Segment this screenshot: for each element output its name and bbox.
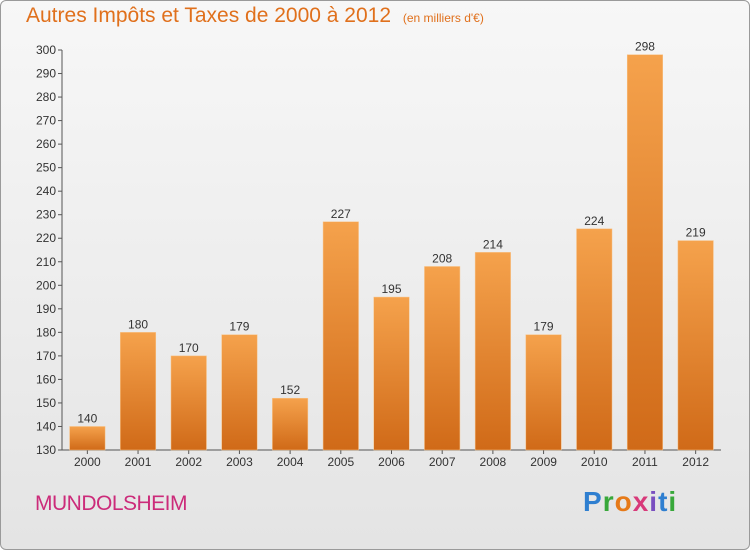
value-label: 140 — [77, 411, 97, 425]
bar-2002 — [170, 355, 207, 451]
x-tick-label: 2005 — [327, 455, 354, 469]
y-tick-label: 220 — [36, 231, 56, 245]
bar-2000 — [69, 426, 106, 451]
x-tick-label: 2000 — [74, 455, 101, 469]
y-tick-label: 260 — [36, 137, 56, 151]
bar-2011 — [626, 54, 663, 451]
bar-2009 — [525, 334, 562, 451]
y-tick-label: 190 — [36, 302, 56, 316]
x-tick-label: 2003 — [226, 455, 253, 469]
proxiti-logo: Proxiti — [583, 486, 678, 517]
y-tick-label: 250 — [36, 161, 56, 175]
x-axis: 2000 2001 2002 2003 2004 2005 2006 2007 2008 2009… — [62, 449, 721, 469]
y-tick-label: 180 — [36, 325, 56, 339]
x-tick-label: 2001 — [125, 455, 152, 469]
bar-2001 — [120, 332, 157, 451]
y-tick-label: 280 — [36, 90, 56, 104]
y-tick-label: 140 — [36, 419, 56, 433]
bar-2007 — [424, 266, 461, 451]
x-tick-label: 2008 — [480, 455, 507, 469]
x-tick-label: 2004 — [277, 455, 304, 469]
y-tick-label: 160 — [36, 372, 56, 386]
value-label: 179 — [534, 320, 554, 334]
value-label: 180 — [128, 317, 148, 331]
chart-unit: (en milliers d'€) — [402, 11, 484, 25]
y-tick-label: 290 — [36, 67, 56, 81]
y-tick-label: 270 — [36, 114, 56, 128]
chart-title: Autres Impôts et Taxes de 2000 à 2012 (e… — [26, 4, 484, 28]
value-label: 152 — [280, 383, 300, 397]
x-tick-label: 2002 — [175, 455, 202, 469]
x-tick-label: 2010 — [581, 455, 608, 469]
value-label: 214 — [483, 237, 503, 251]
bar-2012 — [677, 240, 714, 451]
x-tick-label: 2006 — [378, 455, 405, 469]
bar-2008 — [474, 252, 511, 451]
value-label: 227 — [331, 207, 351, 221]
y-tick-label: 150 — [36, 396, 56, 410]
y-tick-label: 240 — [36, 184, 56, 198]
value-label: 298 — [635, 40, 655, 54]
bar-2003 — [221, 334, 258, 451]
bar-2006 — [373, 296, 410, 451]
bars — [69, 54, 714, 451]
value-label: 179 — [229, 320, 249, 334]
y-tick-label: 300 — [36, 43, 56, 57]
x-tick-label: 2009 — [530, 455, 557, 469]
value-label: 224 — [584, 214, 604, 228]
y-axis: 130 140 150 160 170 180 190 200 210 220 230 240 250 2… — [36, 43, 63, 457]
value-label: 219 — [686, 226, 706, 240]
chart-title-text: Autres Impôts et Taxes de 2000 à 2012 — [26, 4, 392, 27]
y-tick-label: 230 — [36, 208, 56, 222]
x-tick-label: 2011 — [632, 455, 658, 469]
x-tick-label: 2012 — [682, 455, 709, 469]
value-label: 195 — [381, 282, 401, 296]
value-label: 208 — [432, 251, 452, 265]
y-tick-label: 200 — [36, 278, 56, 292]
bar-2005 — [322, 221, 359, 451]
bar-2010 — [576, 228, 613, 451]
y-tick-label: 130 — [36, 443, 56, 457]
y-tick-label: 170 — [36, 349, 56, 363]
bar-2004 — [272, 397, 309, 451]
x-tick-label: 2007 — [429, 455, 456, 469]
y-tick-label: 210 — [36, 255, 56, 269]
commune-name: MUNDOLSHEIM — [35, 492, 188, 515]
value-label: 170 — [179, 341, 199, 355]
value-labels: 140 180 170 179 152 227 195 208 214 179 224 298 219 — [77, 40, 706, 426]
